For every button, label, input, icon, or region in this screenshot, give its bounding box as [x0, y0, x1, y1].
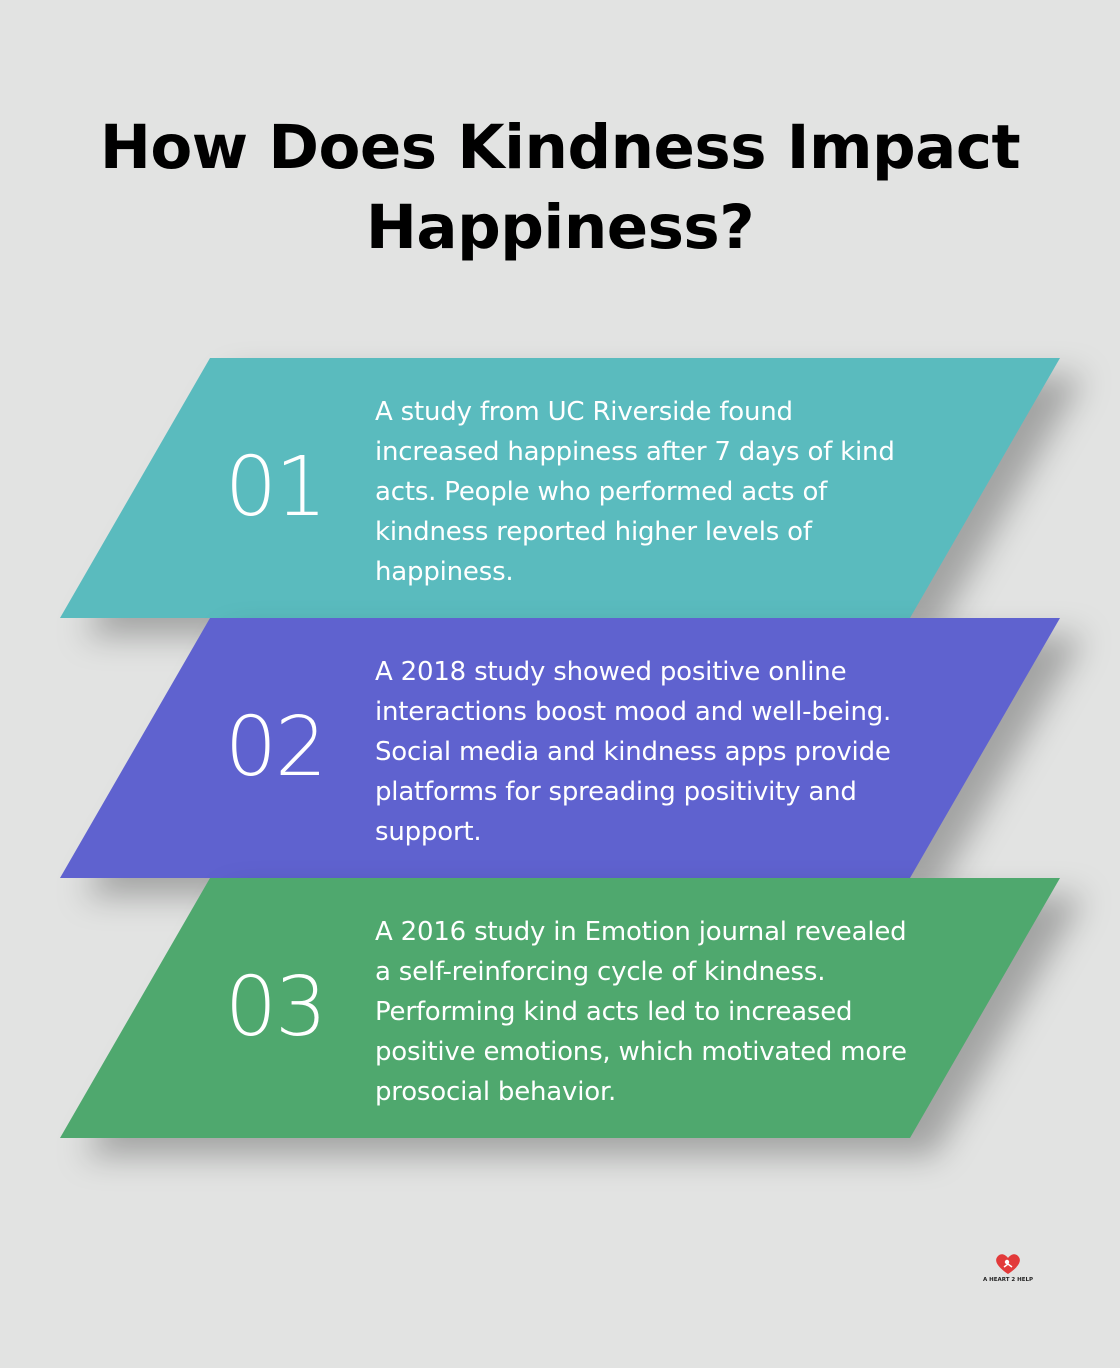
page-title-line-1: How Does Kindness Impact [99, 112, 1021, 183]
card-2-number: 02 [224, 700, 327, 795]
card-3-number: 03 [224, 960, 327, 1055]
card-2-text: A 2018 study showed positive online inte… [375, 657, 892, 847]
page-title-line-2: Happiness? [365, 192, 755, 263]
card-1-shape [60, 358, 1060, 618]
kindness-card-1: 01 A study from UC Riverside found incre… [0, 358, 1120, 618]
logo-text: A HEART 2 HELP [983, 1277, 1033, 1283]
brand-logo: A HEART 2 HELP [980, 1250, 1036, 1284]
heart-logo-icon [996, 1254, 1020, 1274]
card-3-shape [60, 878, 1060, 1138]
card-1-parallelogram [0, 358, 1120, 618]
card-2-shape [60, 618, 1060, 878]
card-2-parallelogram [0, 618, 1120, 878]
kindness-card-3: 03 A 2016 study in Emotion journal revea… [0, 878, 1120, 1138]
kindness-card-2: 02 A 2018 study showed positive online i… [0, 618, 1120, 878]
card-1-number: 01 [224, 440, 327, 535]
card-1-text: A study from UC Riverside found increase… [375, 397, 895, 587]
card-3-parallelogram [0, 878, 1120, 1138]
page-title: How Does Kindness Impact Happiness? [0, 108, 1120, 268]
card-3-text: A 2016 study in Emotion journal revealed… [375, 917, 907, 1107]
